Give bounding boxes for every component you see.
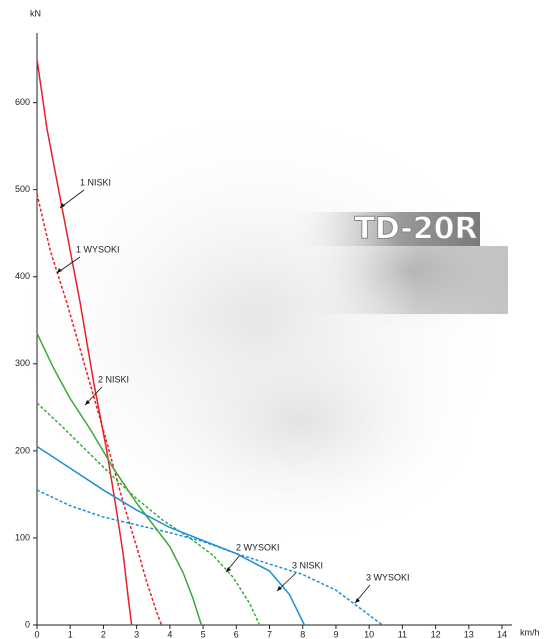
x-tick-label: 2 <box>101 629 106 639</box>
series-line <box>36 333 203 626</box>
x-tick-label: 3 <box>134 629 139 639</box>
y-axis-label: kN <box>30 8 41 18</box>
x-tick-label: 1 <box>68 629 73 639</box>
y-tick-label: 600 <box>15 97 30 107</box>
x-tick-label: 11 <box>398 629 407 639</box>
y-tick-label: 0 <box>25 619 30 629</box>
x-tick-label: 14 <box>497 629 507 639</box>
arrow-head <box>277 586 282 591</box>
logo: TD-20R <box>354 212 477 247</box>
arrow-head <box>355 598 360 603</box>
series-line <box>36 489 383 626</box>
x-tick-label: 12 <box>431 629 441 639</box>
x-tick-label: 7 <box>267 629 272 639</box>
y-tick-label: 100 <box>15 532 30 542</box>
series-line <box>36 445 306 626</box>
x-tick-label: 9 <box>333 629 338 639</box>
arrow-head <box>226 567 231 572</box>
series-label: 1 WYSOKI <box>76 244 120 254</box>
y-tick-label: 200 <box>15 445 30 455</box>
series-line <box>36 193 163 626</box>
arrow-head <box>85 400 90 405</box>
x-tick-label: 4 <box>167 629 172 639</box>
series-label: 3 WYSOKI <box>366 572 410 582</box>
series-label: 2 WYSOKI <box>236 542 280 552</box>
x-axis-label: km/h <box>520 627 540 637</box>
x-tick-label: 8 <box>300 629 305 639</box>
arrow-head <box>60 203 65 208</box>
series-label: 3 NISKI <box>292 560 323 570</box>
series-label: 1 NISKI <box>80 177 111 187</box>
x-tick-label: 10 <box>364 629 374 639</box>
background <box>0 100 520 560</box>
series-line <box>36 402 261 626</box>
series-label: 2 NISKI <box>98 374 129 384</box>
x-tick-label: 0 <box>34 629 39 639</box>
series-line <box>36 59 133 626</box>
y-tick-label: 300 <box>15 358 30 368</box>
x-tick-label: 5 <box>201 629 206 639</box>
x-tick-label: 13 <box>464 629 474 639</box>
y-tick-label: 400 <box>15 271 30 281</box>
x-tick-label: 6 <box>234 629 239 639</box>
y-tick-label: 500 <box>15 184 30 194</box>
arrow-head <box>57 268 62 273</box>
